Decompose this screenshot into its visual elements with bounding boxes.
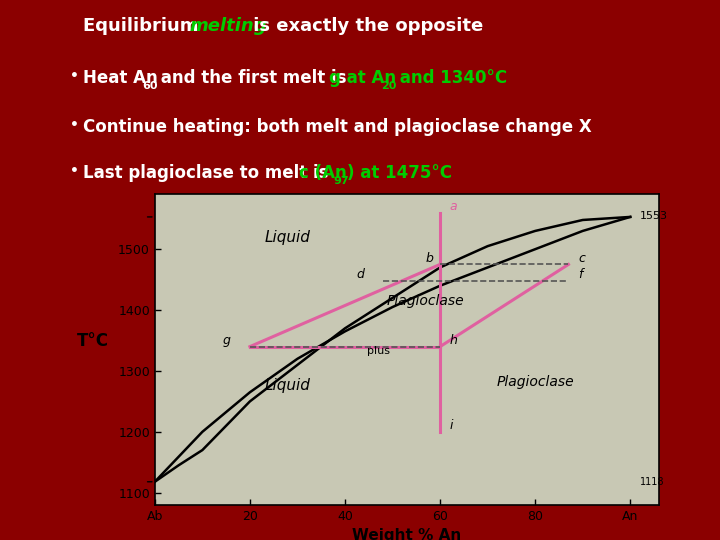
Text: 1118: 1118 [640, 477, 665, 487]
Text: Equilibrium: Equilibrium [83, 17, 204, 35]
Text: Liquid: Liquid [265, 230, 311, 245]
Text: h: h [449, 334, 457, 347]
Text: •: • [70, 69, 78, 83]
Text: Heat An: Heat An [83, 69, 158, 87]
Text: f: f [578, 268, 582, 281]
Text: d: d [356, 268, 364, 281]
Text: i: i [449, 419, 453, 432]
Text: is exactly the opposite: is exactly the opposite [247, 17, 483, 35]
Text: •: • [70, 164, 78, 178]
Text: g at An: g at An [329, 69, 396, 87]
Text: Liquid: Liquid [265, 379, 311, 394]
Text: Plagioclase: Plagioclase [387, 294, 464, 308]
Text: g: g [223, 334, 231, 347]
Text: melting: melting [189, 17, 267, 35]
Text: 97: 97 [333, 176, 349, 186]
Text: ) at 1475°C: ) at 1475°C [347, 164, 452, 182]
Text: c: c [578, 252, 585, 265]
Text: plus: plus [366, 346, 390, 356]
Text: 1553: 1553 [640, 211, 667, 221]
Text: Last plagioclase to melt is: Last plagioclase to melt is [83, 164, 334, 182]
Text: c (An: c (An [299, 164, 346, 182]
Text: b: b [426, 252, 433, 265]
Y-axis label: T°C: T°C [77, 332, 109, 350]
Text: 60: 60 [142, 81, 158, 91]
Text: 20: 20 [381, 81, 396, 91]
Text: Plagioclase: Plagioclase [496, 375, 574, 389]
Text: a: a [449, 200, 457, 213]
Text: •: • [70, 118, 78, 132]
X-axis label: Weight % An: Weight % An [352, 528, 462, 540]
Text: and 1340°C: and 1340°C [394, 69, 507, 87]
Text: Continue heating: both melt and plagioclase change X: Continue heating: both melt and plagiocl… [83, 118, 592, 136]
Text: and the first melt is: and the first melt is [155, 69, 352, 87]
